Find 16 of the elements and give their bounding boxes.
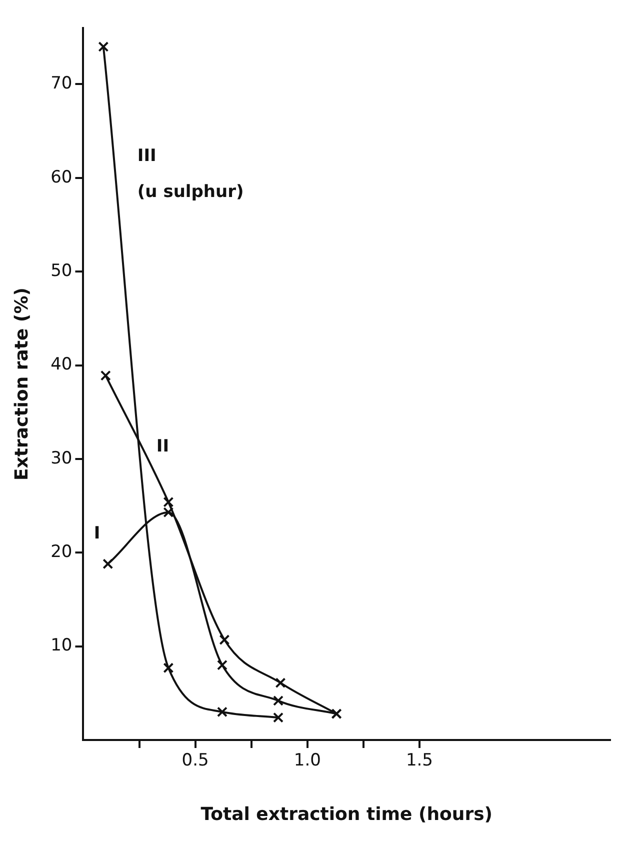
- series-label: I: [94, 523, 100, 544]
- y-tick-label: 40: [50, 354, 72, 375]
- y-tick-label: 20: [50, 542, 72, 562]
- x-axis-title: Total extraction time (hours): [200, 804, 493, 825]
- annotation: (u sulphur): [137, 182, 244, 202]
- y-tick-label: 60: [50, 167, 72, 188]
- x-tick-label: 0.5: [182, 750, 209, 771]
- y-tick-label: 30: [50, 448, 72, 468]
- series-label: III: [137, 146, 156, 166]
- y-tick-label: 10: [50, 636, 72, 656]
- y-tick-label: 50: [50, 261, 72, 281]
- y-tick-label: 70: [50, 74, 72, 94]
- x-tick-label: 1.0: [294, 750, 321, 771]
- y-axis-title: Extraction rate (%): [11, 287, 32, 481]
- x-tick-label: 1.5: [406, 750, 433, 771]
- series-label: II: [156, 436, 170, 456]
